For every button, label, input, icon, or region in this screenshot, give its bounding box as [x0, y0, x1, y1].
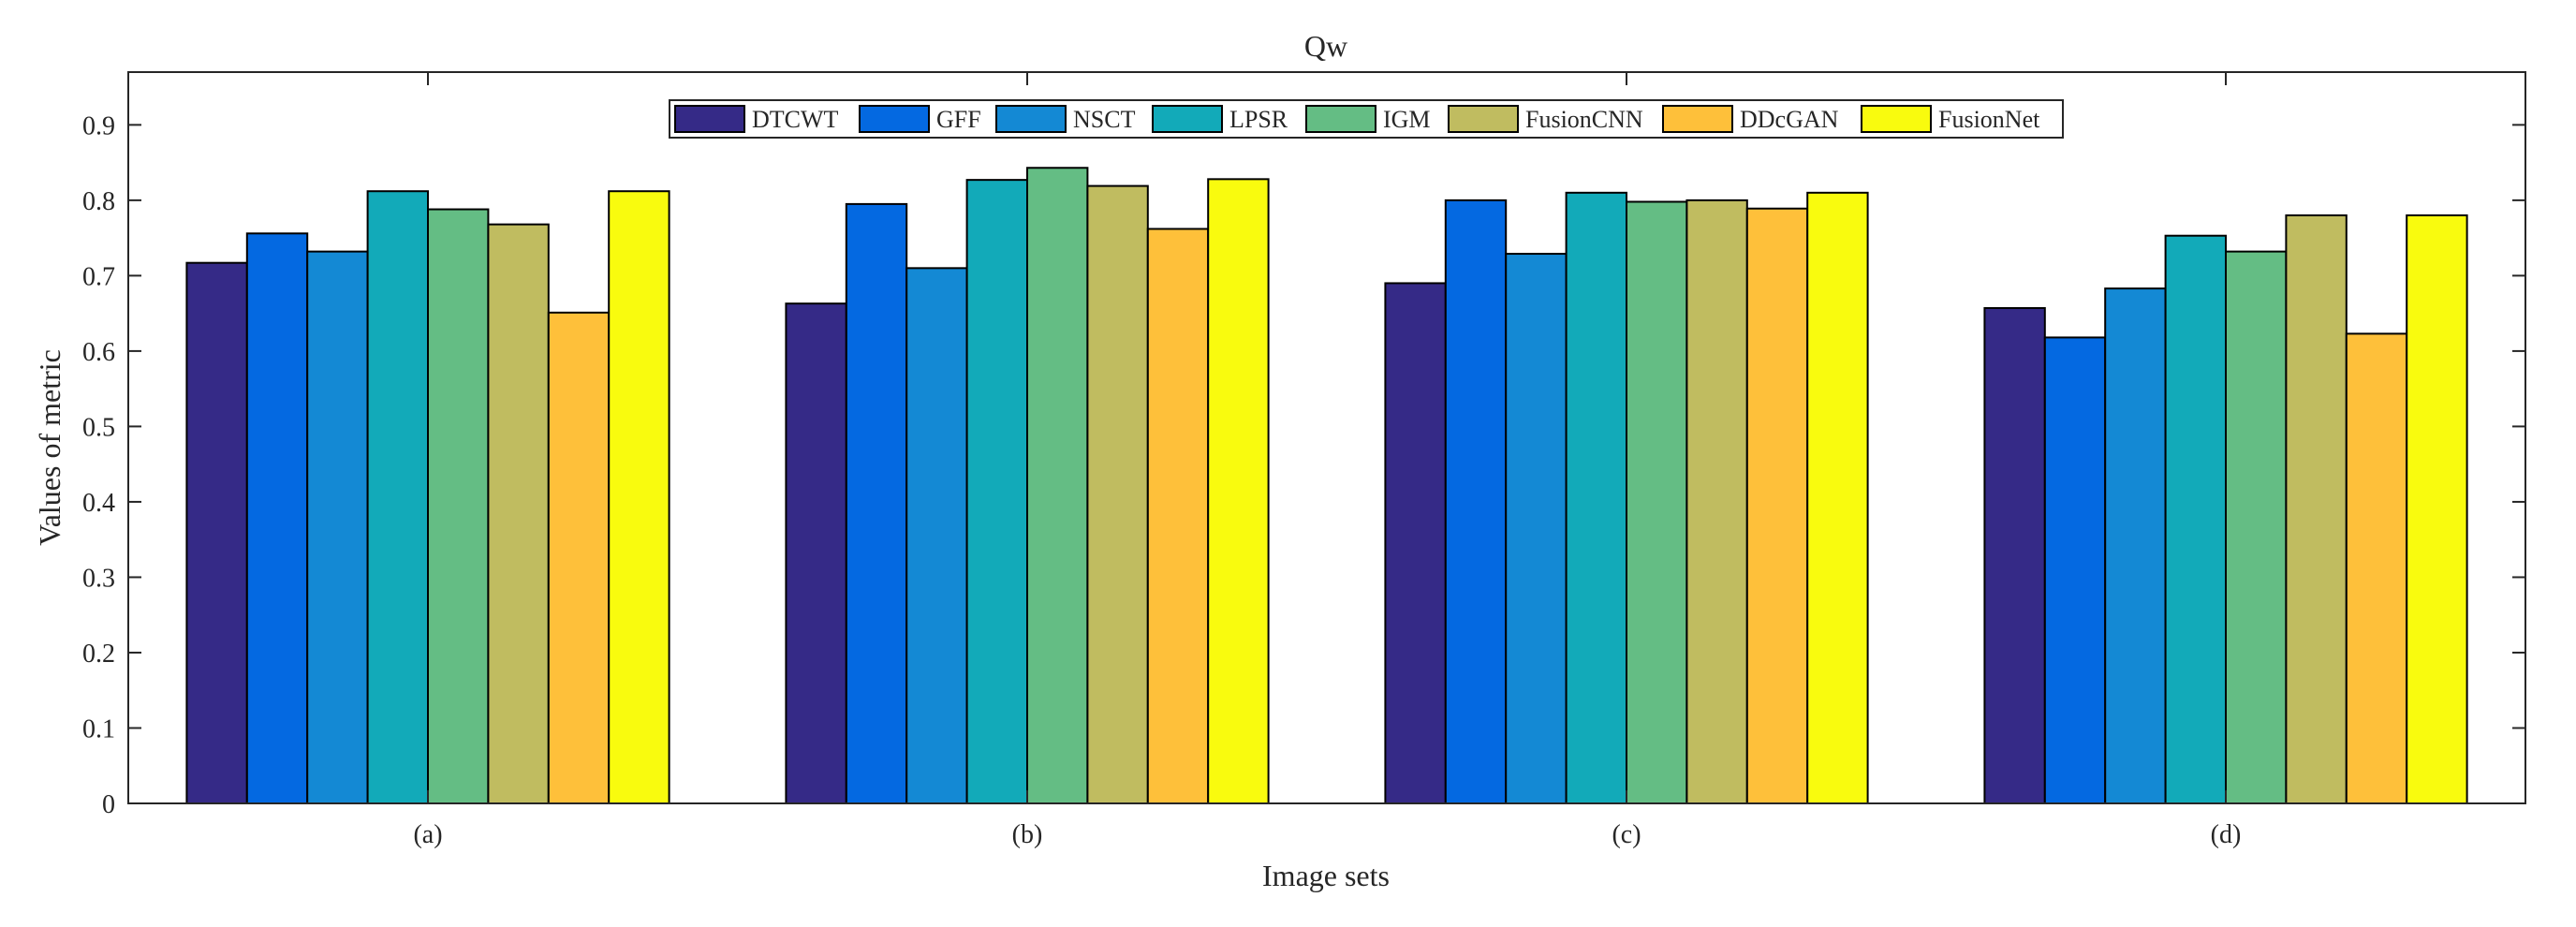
bar-fusioncnn-3	[2285, 213, 2348, 805]
bar-dtcwt-3	[1983, 307, 2046, 804]
bar-igm-0	[427, 208, 490, 805]
legend-label-nsct: NSCT	[1073, 106, 1136, 133]
bar-fusionnet-3	[2406, 213, 2468, 805]
bar-lpsr-1	[965, 179, 1028, 804]
y-tick-label: 0.6	[82, 338, 115, 367]
y-tick-label: 0.5	[82, 413, 115, 442]
y-tick-label: 0.9	[82, 111, 115, 140]
bar-group	[185, 167, 2468, 805]
y-tick-label: 0.7	[82, 262, 115, 291]
legend-label-lpsr: LPSR	[1229, 106, 1288, 133]
bar-fusioncnn-0	[487, 223, 550, 804]
y-tick-label: 0.3	[82, 564, 115, 593]
legend-label-gff: GFF	[936, 106, 981, 133]
legend-swatch-fusionnet	[1861, 105, 1932, 133]
bar-dtcwt-0	[185, 261, 248, 804]
legend: DTCWT GFF NSCT LPSR IGM FusionCNN DDcGAN Fusion…	[669, 99, 2064, 139]
bar-igm-2	[1626, 200, 1688, 805]
y-tick-label: 0.4	[82, 489, 115, 518]
bar-igm-1	[1026, 167, 1089, 804]
y-tick-label: 0.2	[82, 640, 115, 669]
bar-ddcgan-1	[1146, 228, 1210, 805]
plot-frame	[127, 71, 2526, 804]
bar-gff-3	[2043, 336, 2107, 804]
bar-nsct-0	[306, 250, 369, 804]
bar-dtcwt-2	[1384, 282, 1447, 804]
x-axis-label: Image sets	[1262, 859, 1390, 892]
bar-fusionnet-1	[1207, 178, 1270, 804]
bar-fusionnet-2	[1806, 191, 1869, 804]
x-tick-label: (a)	[413, 820, 442, 849]
legend-swatch-dtcwt	[674, 105, 745, 133]
legend-label-dtcwt: DTCWT	[752, 106, 839, 133]
y-tick-label: 0.1	[82, 714, 115, 743]
y-tick-label: 0	[102, 790, 115, 819]
legend-label-ddcgan: DDcGAN	[1740, 106, 1839, 133]
bar-lpsr-3	[2164, 234, 2228, 805]
bar-gff-1	[845, 202, 908, 804]
legend-swatch-lpsr	[1152, 105, 1223, 133]
bar-lpsr-0	[366, 190, 430, 804]
bar-fusionnet-0	[608, 190, 670, 804]
legend-swatch-gff	[859, 105, 930, 133]
legend-label-fusionnet: FusionNet	[1938, 106, 2040, 133]
bar-fusioncnn-1	[1086, 184, 1149, 804]
bar-nsct-3	[2104, 287, 2167, 804]
legend-swatch-fusioncnn	[1448, 105, 1519, 133]
bar-gff-2	[1444, 199, 1508, 804]
x-tick-label: (d)	[2211, 820, 2242, 849]
x-tick-label: (b)	[1012, 820, 1043, 849]
bar-ddcgan-3	[2345, 332, 2408, 804]
bar-nsct-1	[905, 267, 968, 804]
axes: 0 0.1 0.2 0.3 0.4 0.5 0.6 0.7 0.8 0.9 (a) (b) (c) (d)	[82, 71, 2526, 849]
bar-dtcwt-1	[785, 302, 847, 804]
bar-igm-3	[2225, 250, 2288, 804]
legend-swatch-ddcgan	[1662, 105, 1733, 133]
bar-fusioncnn-2	[1685, 199, 1748, 804]
bar-nsct-2	[1505, 253, 1568, 805]
legend-label-fusioncnn: FusionCNN	[1525, 106, 1643, 133]
bar-ddcgan-2	[1745, 207, 1809, 805]
chart-title: Qw	[1304, 29, 1347, 63]
bar-gff-0	[245, 232, 309, 805]
bar-lpsr-2	[1565, 191, 1627, 804]
legend-swatch-igm	[1305, 105, 1376, 133]
y-tick-label: 0.8	[82, 187, 115, 216]
legend-swatch-nsct	[995, 105, 1067, 133]
y-axis-label: Values of metric	[33, 349, 66, 546]
legend-label-igm: IGM	[1383, 106, 1431, 133]
bar-ddcgan-0	[547, 311, 611, 804]
x-tick-label: (c)	[1612, 820, 1641, 849]
